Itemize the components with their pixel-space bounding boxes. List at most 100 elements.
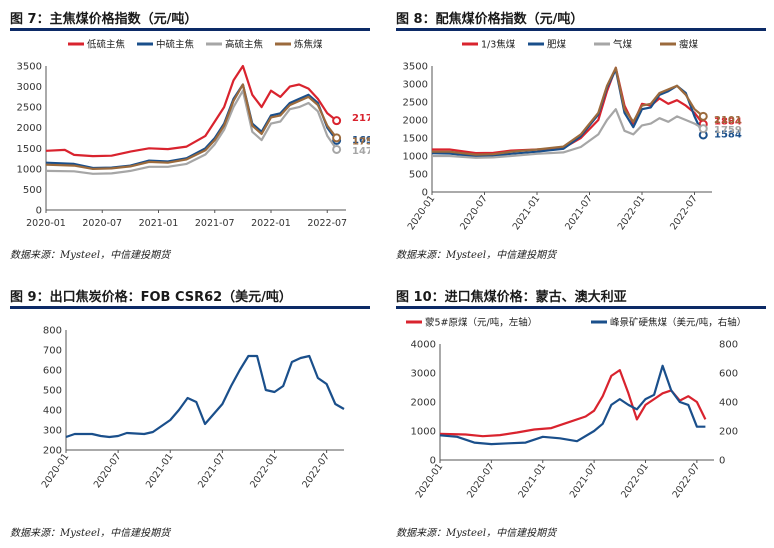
y-tick-label: 4000 [411, 340, 436, 351]
x-tick-label: 2021-01 [139, 218, 179, 229]
figure-panel-9: 图 9：出口焦炭价格：FOB CSR62（美元/吨） 200 300 400 500 6… [10, 284, 370, 546]
y-tick-label: 1000 [17, 164, 42, 175]
y-tick-label: 1000 [403, 152, 428, 163]
y-tick-label: 3000 [411, 369, 436, 380]
y-tick-label: 2500 [403, 98, 428, 109]
series-line [432, 66, 704, 156]
y2-tick-label: 400 [719, 398, 738, 409]
title-rule [396, 28, 766, 31]
x-tick-label: 2020-01 [406, 193, 438, 232]
x-tick-label: 2021-07 [563, 193, 595, 232]
x-tick-label: 2020-07 [458, 193, 490, 232]
y-tick-label: 400 [43, 406, 62, 417]
source-note: 数据来源：Mysteel，中信建投期货 [396, 528, 557, 539]
series-end-label: 2101 [714, 115, 742, 126]
legend-label: 1/3焦煤 [481, 39, 516, 51]
chart-fig9: 200 300 400 500 600 700 800 2020-01 2020-07 2021-… [40, 326, 345, 490]
series-line [432, 66, 705, 155]
y-tick-label: 2000 [17, 123, 42, 134]
y-tick-label: 3000 [403, 80, 428, 91]
y-tick-label: 0 [422, 188, 428, 199]
series-end-label: 1584 [714, 129, 742, 140]
series-end-label: 1884 [714, 117, 742, 128]
figure-panel-8: 图 8：配焦煤价格指数（元/吨） 0 500 1000 1500 2000 2500 300… [396, 6, 766, 268]
legend-label: 峰景矿硬焦煤（美元/吨，右轴） [610, 317, 746, 329]
figure-panel-10: 图 10：进口焦煤价格：蒙古、澳大利亚 0 1000 2000 3000 4000 0 20… [396, 284, 766, 546]
x-tick-label: 2021-01 [144, 451, 176, 490]
series-end-marker [332, 116, 342, 126]
chart-fig10: 0 1000 2000 3000 4000 0 200 400 600 800 2020-01 202… [406, 317, 746, 500]
series-line [45, 89, 338, 175]
source-note: 数据来源：Mysteel，中信建投期货 [396, 250, 557, 261]
legend-label: 蒙5#原煤（元/吨，左轴） [425, 317, 537, 329]
x-tick-label: 2020-07 [465, 461, 497, 500]
y2-tick-label: 0 [719, 456, 725, 467]
y2-tick-label: 800 [719, 340, 738, 351]
series-end-marker [698, 111, 708, 121]
x-tick-label: 2022-01 [248, 451, 280, 490]
title-rule [396, 306, 766, 309]
x-tick-label: 2022-07 [671, 461, 703, 500]
y-tick-label: 2500 [17, 103, 42, 114]
title-rule [10, 306, 370, 309]
y-tick-label: 500 [23, 185, 42, 196]
x-tick-label: 2020-01 [26, 218, 66, 229]
y-tick-label: 3500 [17, 62, 42, 73]
series-end-marker [698, 124, 708, 134]
y-tick-label: 500 [409, 170, 428, 181]
source-note: 数据来源：Mysteel，中信建投期货 [10, 528, 171, 539]
x-tick-label: 2022-01 [616, 193, 648, 232]
y-tick-label: 500 [43, 386, 62, 397]
y-tick-label: 2000 [403, 116, 428, 127]
y-tick-label: 3500 [403, 62, 428, 73]
y-tick-label: 1500 [403, 134, 428, 145]
chart-fig7: 0 500 1000 1500 2000 2500 3000 3500 2020-01 2020-… [17, 39, 370, 230]
figure-title: 图 9：出口焦炭价格：FOB CSR62（美元/吨） [10, 290, 292, 305]
figure-title: 图 8：配焦煤价格指数（元/吨） [396, 12, 584, 27]
x-tick-label: 2020-07 [92, 451, 124, 490]
series-end-label: 1759 [714, 125, 742, 136]
x-tick-label: 2022-01 [251, 218, 291, 229]
y-tick-label: 700 [43, 346, 62, 357]
y-tick-label: 0 [430, 456, 436, 467]
y2-tick-label: 200 [719, 427, 738, 438]
x-tick-label: 2022-01 [619, 461, 651, 500]
series-end-marker [332, 144, 342, 154]
figure-panel-7: 图 7：主焦煤价格指数（元/吨） 0 500 1000 1500 2000 2500 300… [10, 6, 370, 268]
series-end-label: 1472 [352, 146, 370, 157]
figure-title: 图 7：主焦煤价格指数（元/吨） [10, 12, 198, 27]
legend-label: 气煤 [613, 39, 633, 51]
series-line [432, 108, 704, 159]
x-tick-label: 2022-07 [668, 193, 700, 232]
x-tick-label: 2022-07 [307, 218, 347, 229]
series-end-marker [332, 133, 342, 143]
x-tick-label: 2020-07 [82, 218, 122, 229]
y-tick-label: 2000 [411, 398, 436, 409]
y-tick-label: 200 [43, 446, 62, 457]
y-tick-label: 300 [43, 426, 62, 437]
series-end-label: 1752 [352, 136, 370, 147]
x-tick-label: 2021-07 [196, 451, 228, 490]
figure-title: 图 10：进口焦煤价格：蒙古、澳大利亚 [396, 290, 627, 305]
x-tick-label: 2020-01 [414, 461, 446, 500]
y-tick-label: 1000 [411, 427, 436, 438]
y2-tick-label: 600 [719, 369, 738, 380]
x-tick-label: 2021-01 [516, 461, 548, 500]
series-line [65, 354, 345, 439]
series-line [45, 64, 338, 158]
y-tick-label: 3000 [17, 82, 42, 93]
legend-label: 肥煤 [547, 39, 567, 51]
legend-label: 高硫主焦 [225, 39, 264, 51]
x-tick-label: 2021-07 [568, 461, 600, 500]
y-tick-label: 1500 [17, 144, 42, 155]
series-end-label: 2172 [352, 113, 370, 124]
title-rule [10, 28, 370, 31]
source-note: 数据来源：Mysteel，中信建投期货 [10, 250, 171, 261]
y-tick-label: 800 [43, 326, 62, 337]
legend-label: 瘦煤 [679, 39, 699, 51]
legend-label: 中硫主焦 [156, 39, 195, 51]
series-line [439, 364, 706, 446]
legend-label: 低硫主焦 [87, 39, 126, 51]
series-line [45, 83, 338, 170]
